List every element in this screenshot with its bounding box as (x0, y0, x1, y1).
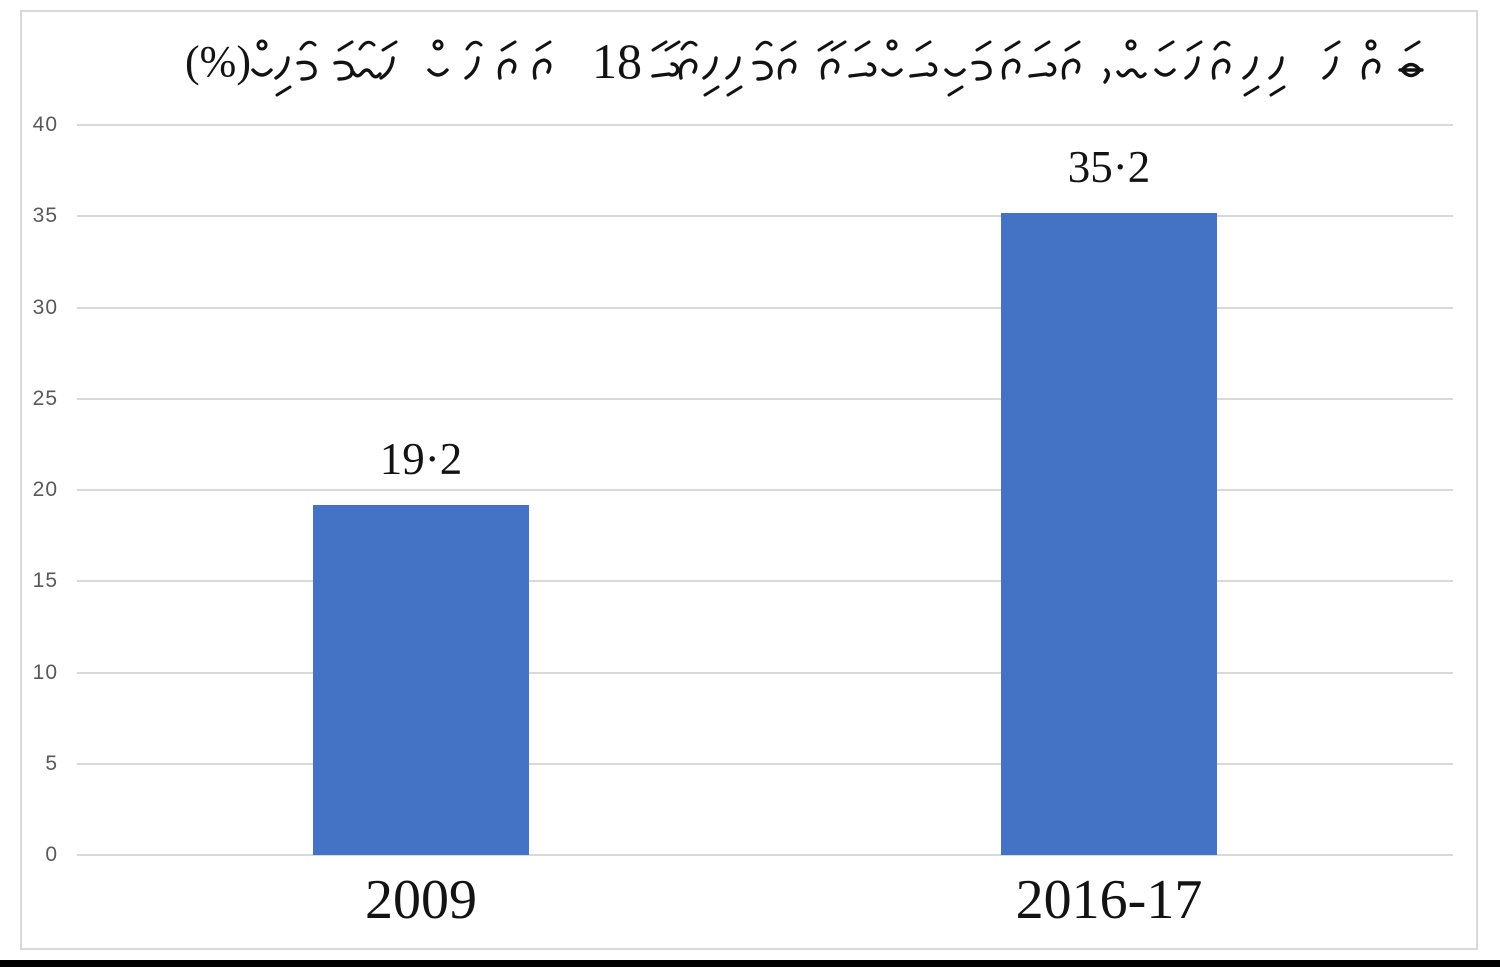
y-tick-label: 20 (32, 478, 58, 501)
bar-2009 (313, 504, 529, 855)
y-tick-label: 40 (32, 113, 58, 136)
gridline (77, 124, 1453, 126)
value-label: 35·2 (1067, 141, 1151, 192)
gridline (77, 489, 1453, 491)
x-axis-label: 2016-17 (1015, 869, 1203, 931)
gridline (77, 762, 1453, 765)
bar-2016-17 (1001, 212, 1217, 855)
gridline (77, 397, 1453, 400)
y-tick-label: 35 (32, 204, 58, 228)
gridline (77, 306, 1453, 309)
title-number: 18 (592, 33, 642, 89)
chart-frame (20, 10, 1478, 950)
y-tick-label: 5 (45, 751, 58, 775)
y-tick-label: 0 (45, 843, 58, 866)
y-tick-label: 10 (32, 660, 58, 684)
gridline (77, 580, 1453, 583)
gridline (77, 671, 1453, 674)
value-label: 19·2 (379, 433, 463, 484)
thaana-title-calligraphy: 18 (%) (185, 33, 1424, 97)
x-axis-label: 2009 (365, 869, 477, 931)
bottom-border-line (0, 960, 1500, 967)
y-tick-label: 15 (32, 569, 58, 593)
gridline (77, 215, 1453, 218)
chart-title: ބައްޕަ ދިރިހުރެޔަސް، ހަމައެކަނި މަންމައާ… (185, 28, 1445, 108)
gridline (77, 854, 1453, 856)
y-tick-label: 25 (32, 386, 58, 410)
title-percent-suffix: (%) (185, 37, 251, 86)
y-tick-label: 30 (32, 295, 58, 319)
